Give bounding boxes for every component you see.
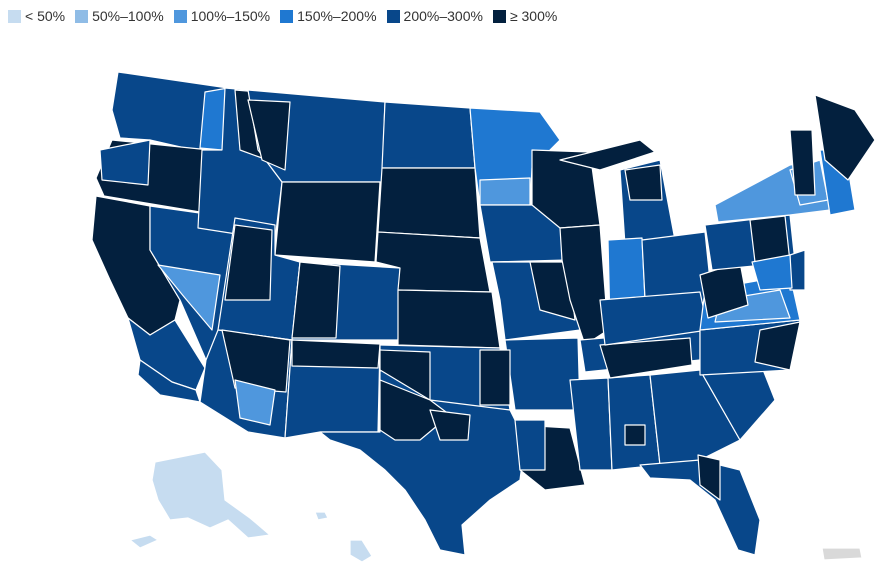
legend-label: 100%–150%: [190, 8, 271, 24]
region-tennessee-east[interactable]: [599, 337, 693, 379]
region-montana-west[interactable]: [247, 99, 291, 171]
legend-item-50-100[interactable]: 50%–100%: [75, 8, 164, 24]
region-georgia[interactable]: [649, 369, 741, 466]
region-louisiana-west[interactable]: [514, 419, 546, 471]
legend-swatch: [173, 9, 187, 23]
legend-swatch: [280, 9, 294, 23]
region-texas-east[interactable]: [429, 409, 471, 441]
region-arizona-north[interactable]: [221, 329, 291, 393]
region-texas[interactable]: [319, 369, 526, 556]
region-minnesota-east[interactable]: [479, 177, 531, 206]
region-south-dakota[interactable]: [377, 167, 481, 239]
legend-label: < 50%: [25, 8, 66, 24]
region-georgia-central[interactable]: [624, 424, 646, 446]
legend-swatch: [8, 9, 21, 23]
region-michigan-up[interactable]: [559, 139, 656, 171]
legend-label: 50%–100%: [92, 8, 164, 24]
legend-item-gte300[interactable]: ≥ 300%: [492, 8, 558, 24]
region-pennsylvania-east[interactable]: [749, 215, 791, 263]
region-maryland[interactable]: [751, 254, 793, 291]
legend-item-200-300[interactable]: 200%–300%: [386, 8, 483, 24]
region-new-mexico-north[interactable]: [291, 339, 381, 369]
region-hawaii[interactable]: [349, 539, 373, 563]
region-texas-panhandle[interactable]: [379, 379, 451, 441]
region-arkansas[interactable]: [504, 337, 581, 411]
legend-swatch: [75, 9, 89, 23]
legend-label: 150%–200%: [297, 8, 377, 24]
region-maine[interactable]: [814, 94, 875, 181]
legend-swatch: [492, 9, 506, 23]
region-michigan-north[interactable]: [624, 164, 663, 201]
region-north-carolina-east[interactable]: [754, 321, 801, 371]
region-colorado-west[interactable]: [291, 261, 341, 339]
region-arizona-south[interactable]: [234, 379, 276, 426]
region-arkansas-west[interactable]: [479, 349, 511, 406]
region-missouri-east[interactable]: [529, 261, 576, 321]
map-legend: < 50% 50%–100% 100%–150% 150%–200% 200%–…: [8, 8, 557, 24]
region-oregon-coast[interactable]: [99, 139, 151, 186]
legend-item-150-200[interactable]: 150%–200%: [280, 8, 377, 24]
region-puerto-rico: [821, 547, 863, 561]
legend-item-lt50[interactable]: < 50%: [8, 8, 65, 24]
legend-swatch: [386, 9, 400, 23]
region-alaska[interactable]: [151, 451, 271, 539]
region-utah-north[interactable]: [224, 224, 273, 301]
region-florida-north[interactable]: [697, 454, 721, 501]
region-wyoming[interactable]: [274, 181, 381, 263]
legend-label: ≥ 300%: [509, 8, 558, 24]
legend-item-100-150[interactable]: 100%–150%: [173, 8, 271, 24]
region-nevada-south[interactable]: [157, 264, 221, 331]
legend-label: 200%–300%: [403, 8, 483, 24]
region-north-dakota[interactable]: [381, 101, 476, 169]
region-kansas[interactable]: [397, 289, 501, 349]
region-vermont[interactable]: [789, 129, 816, 196]
region-alaska-islands[interactable]: [129, 534, 159, 549]
region-hawaii-islands[interactable]: [314, 511, 329, 521]
